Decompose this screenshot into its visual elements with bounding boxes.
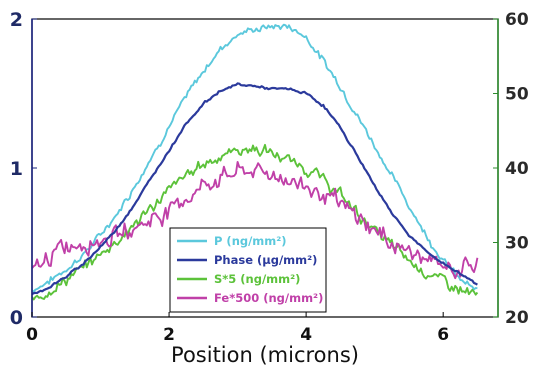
y-tick-label: 2 (10, 9, 23, 31)
legend-items: P (ng/mm²) Phase (µg/mm²) S*5 (ng/mm²) Fe*5… (177, 234, 323, 305)
legend-label: Fe*500 (ng/mm²) (214, 291, 323, 305)
y2-tick-label: 60 (505, 10, 529, 30)
x-tick-label: 6 (437, 325, 449, 345)
y-tick-label: 1 (10, 158, 23, 180)
y2-tick-label: 50 (505, 85, 529, 105)
legend-label: Phase (µg/mm²) (214, 253, 317, 267)
legend: P (ng/mm²) Phase (µg/mm²) S*5 (ng/mm²) Fe*5… (169, 227, 327, 313)
series-line-1 (31, 23, 478, 293)
x-axis-label: Position (microns) (171, 343, 359, 367)
y2-tick-label: 30 (505, 234, 529, 254)
x-tick-label: 4 (300, 325, 312, 345)
series-line-3 (31, 143, 479, 301)
y-tick-label: 0 (10, 307, 23, 329)
series-layer (31, 23, 479, 301)
x-tick-label: 0 (26, 325, 38, 345)
x-tick-label: 2 (163, 325, 175, 345)
y2-tick-label: 40 (505, 159, 529, 179)
legend-label: P (ng/mm²) (214, 234, 287, 248)
y2-tick-label: 20 (505, 308, 529, 328)
legend-label: S*5 (ng/mm²) (214, 272, 300, 286)
series-line-2 (31, 82, 478, 296)
